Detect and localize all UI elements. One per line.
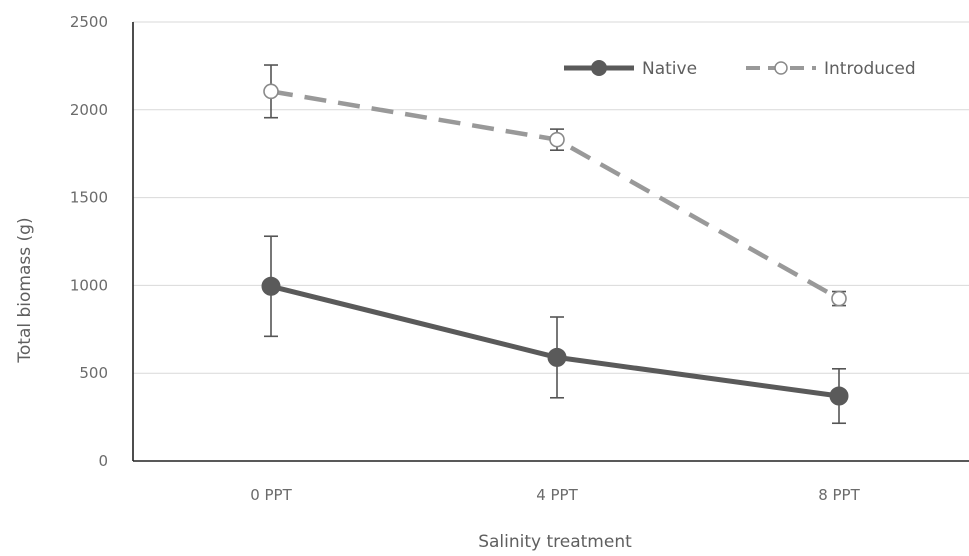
y-tick-label: 2500 <box>70 13 108 31</box>
x-tick-label: 4 PPT <box>536 486 578 504</box>
x-tick-label: 0 PPT <box>250 486 292 504</box>
data-point <box>831 290 847 307</box>
series-line <box>270 283 840 399</box>
legend-label: Introduced <box>824 59 916 79</box>
data-point <box>547 347 567 367</box>
series-introduced <box>263 64 847 307</box>
legend-item-native: Native <box>564 59 697 79</box>
x-tick-label: 8 PPT <box>818 486 860 504</box>
legend: Native Introduced <box>564 59 916 79</box>
series-line <box>270 89 841 301</box>
data-point <box>261 276 281 296</box>
legend-swatch-marker <box>774 61 788 75</box>
series-native <box>261 235 849 425</box>
data-point <box>263 83 279 100</box>
data-point <box>549 131 565 148</box>
legend-label: Native <box>642 59 697 79</box>
y-tick-label: 1000 <box>70 276 108 294</box>
y-tick-label: 2000 <box>70 101 108 119</box>
series-group <box>261 64 849 425</box>
y-tick-label: 1500 <box>70 189 108 207</box>
data-point <box>829 386 849 406</box>
x-axis-title: Salinity treatment <box>478 532 632 552</box>
y-tick-labels: 0 500 1000 1500 2000 2500 <box>70 13 108 470</box>
y-axis-title: Total biomass (g) <box>15 217 35 363</box>
x-tick-labels: 0 PPT 4 PPT 8 PPT <box>250 486 860 504</box>
y-tick-label: 500 <box>79 364 108 382</box>
legend-swatch-marker <box>591 60 607 76</box>
legend-item-introduced: Introduced <box>746 59 916 79</box>
y-tick-label: 0 <box>98 452 108 470</box>
